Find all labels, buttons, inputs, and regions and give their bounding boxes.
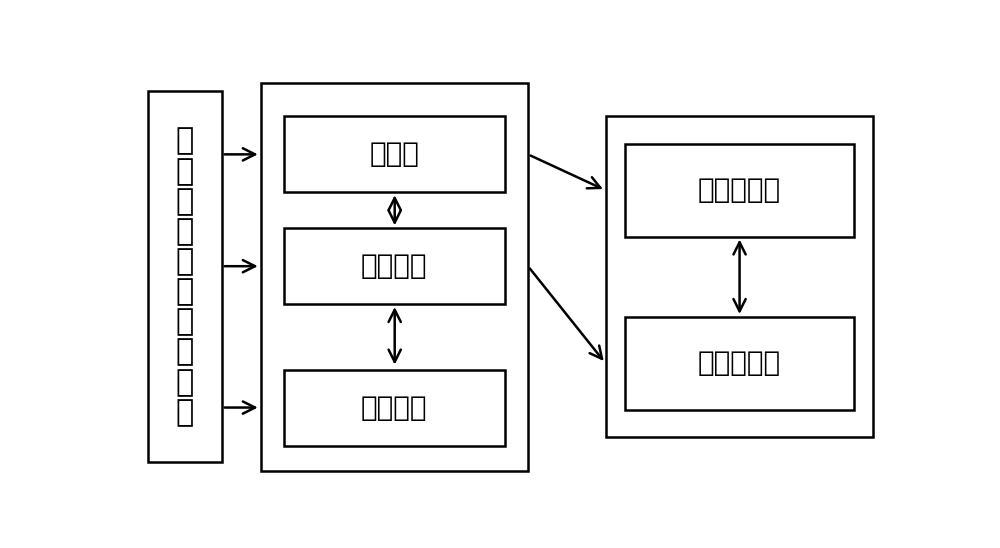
Text: 求二阶导数: 求二阶导数 bbox=[698, 349, 781, 377]
FancyBboxPatch shape bbox=[606, 116, 873, 437]
Text: 求一阶导数: 求一阶导数 bbox=[698, 176, 781, 204]
Text: 连续去除: 连续去除 bbox=[361, 393, 428, 421]
FancyBboxPatch shape bbox=[148, 91, 222, 463]
FancyBboxPatch shape bbox=[284, 116, 505, 192]
FancyBboxPatch shape bbox=[261, 83, 528, 471]
FancyBboxPatch shape bbox=[284, 369, 505, 446]
Text: 小波降噪: 小波降噪 bbox=[361, 252, 428, 280]
FancyBboxPatch shape bbox=[625, 144, 854, 237]
Text: 标准化: 标准化 bbox=[369, 140, 419, 168]
Text: 经
图
像
预
处
理
后
的
影
像: 经 图 像 预 处 理 后 的 影 像 bbox=[176, 127, 194, 427]
FancyBboxPatch shape bbox=[625, 317, 854, 410]
FancyBboxPatch shape bbox=[284, 228, 505, 304]
